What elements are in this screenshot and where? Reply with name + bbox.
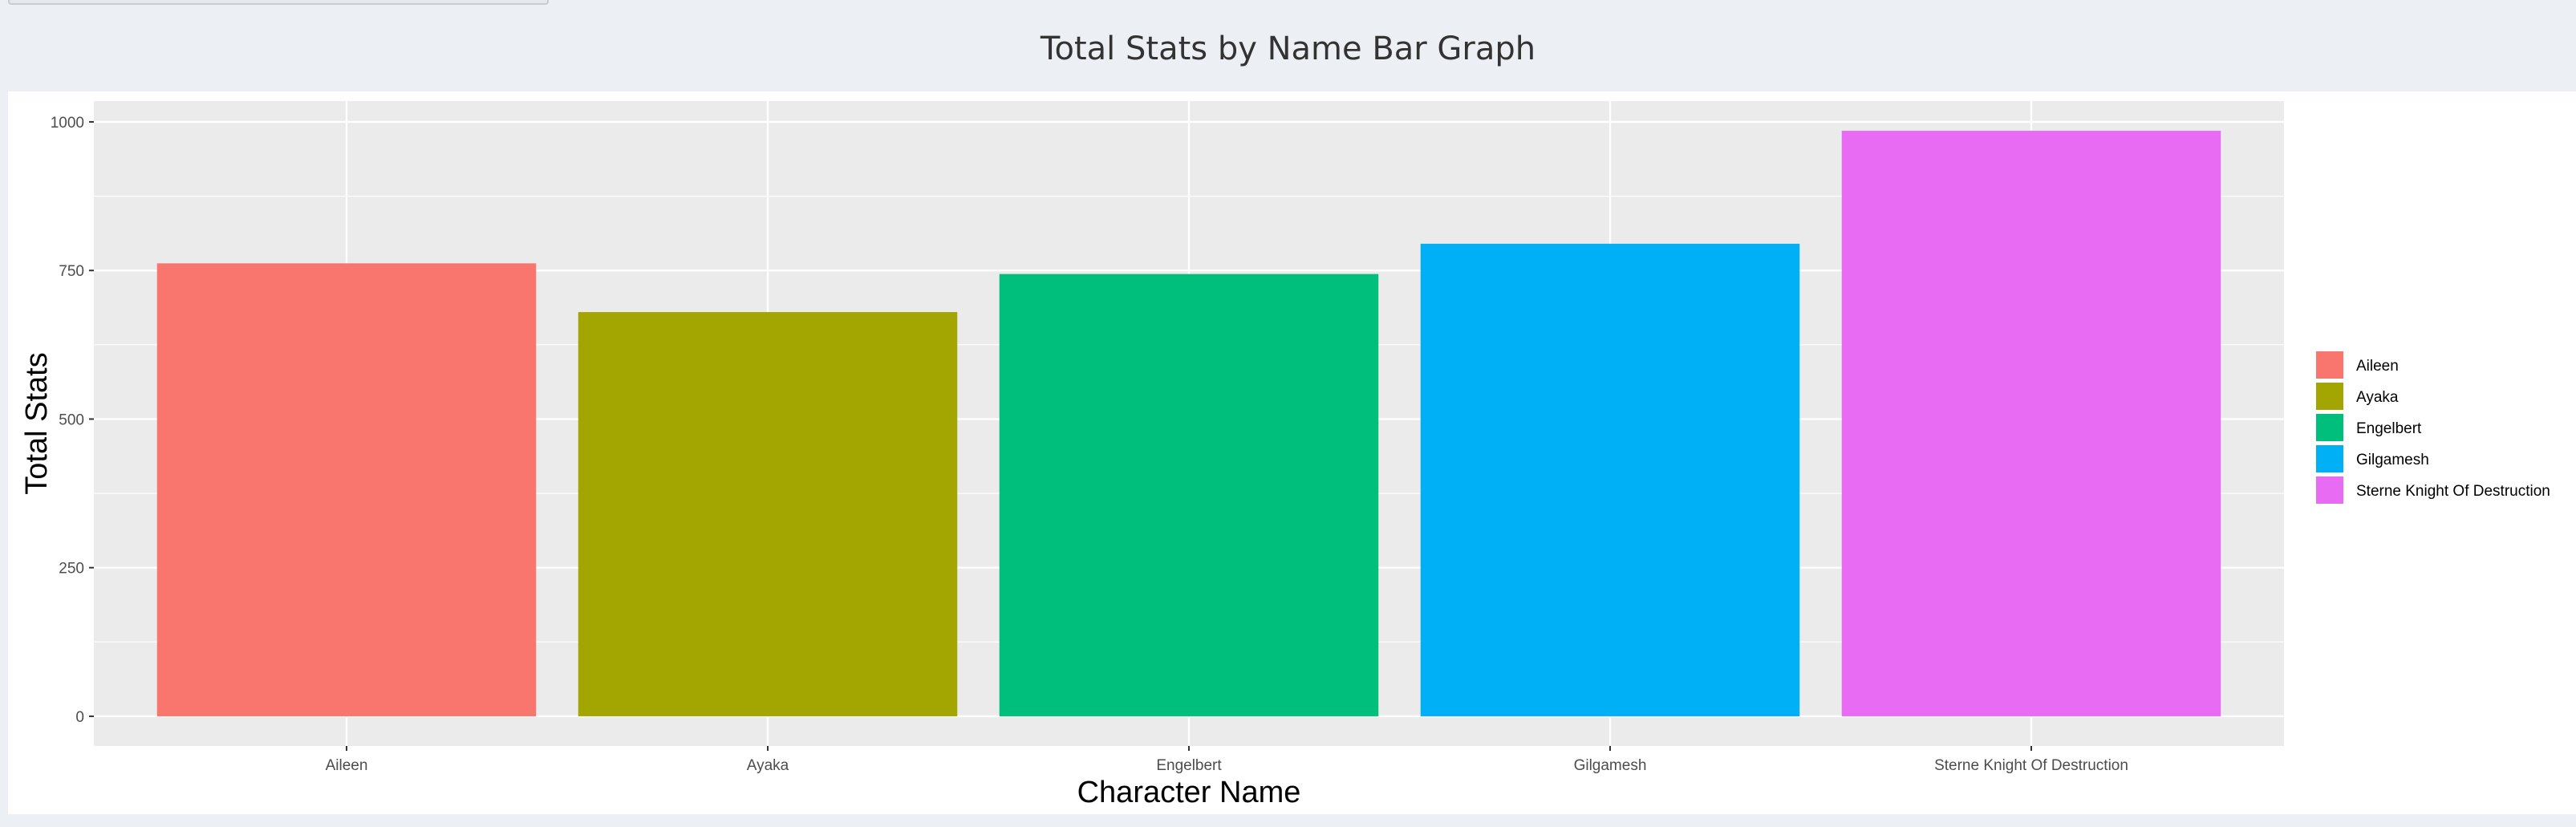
legend-key-engelbert (2316, 414, 2343, 441)
y-tick-label: 750 (59, 263, 84, 280)
bar-chart: 0 250 500 750 1000 Aileen Ayaka Engelbert Gilgam… (20, 101, 2550, 809)
x-tick-label: Gilgamesh (1574, 757, 1647, 774)
legend: Aileen Ayaka Engelbert Gilgamesh Sterne Knig… (2316, 351, 2550, 504)
legend-label: Sterne Knight Of Destruction (2356, 483, 2550, 500)
bar-aileen (156, 263, 537, 716)
x-axis-title: Character Name (1077, 776, 1301, 809)
y-axis-title: Total Stats (20, 352, 54, 494)
y-tick-label: 250 (59, 561, 84, 578)
top-control-edge[interactable] (8, 0, 549, 5)
bar-gilgamesh (1420, 243, 1800, 716)
legend-key-aileen (2316, 351, 2343, 379)
bar-sterne-knight-of-destruction (1841, 131, 2221, 716)
y-tick-label: 1000 (51, 115, 84, 132)
page-title: Total Stats by Name Bar Graph (1040, 30, 1536, 67)
y-tick-label: 500 (59, 411, 84, 428)
legend-label: Aileen (2356, 358, 2399, 375)
x-tick-label: Sterne Knight Of Destruction (1934, 757, 2128, 774)
bar-engelbert (999, 274, 1379, 716)
legend-label: Gilgamesh (2356, 452, 2429, 468)
legend-label: Ayaka (2356, 389, 2399, 406)
y-tick-label: 0 (75, 709, 84, 726)
plot-panel: 0 250 500 750 1000 Aileen Ayaka Engelbert Gilgam… (8, 91, 2576, 814)
bar-ayaka (578, 312, 958, 716)
legend-key-ayaka (2316, 383, 2343, 410)
x-tick-label: Aileen (326, 757, 368, 774)
legend-key-gilgamesh (2316, 445, 2343, 472)
legend-label: Engelbert (2356, 420, 2422, 437)
x-tick-label: Engelbert (1156, 757, 1222, 774)
legend-key-sterne-knight-of-destruction (2316, 476, 2343, 504)
x-tick-label: Ayaka (747, 757, 789, 774)
